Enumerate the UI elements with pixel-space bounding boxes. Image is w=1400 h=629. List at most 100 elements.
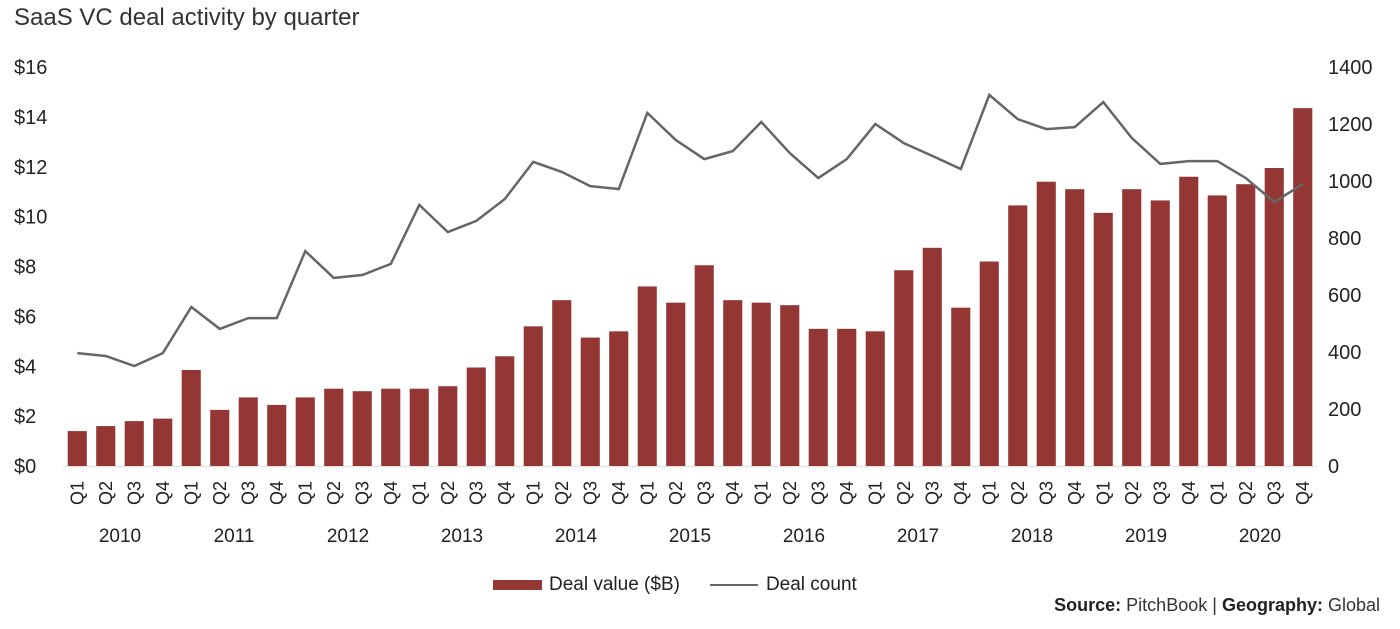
source-footer: Source: PitchBook | Geography: Global [1054,595,1380,616]
bar-deal-value [1236,184,1256,467]
quarter-tick-label: Q4 [381,481,401,505]
source-label: Source: [1054,595,1122,615]
year-tick-label: 2016 [783,526,825,547]
bar-deal-value [666,302,686,466]
bar-deal-value [1093,212,1113,466]
year-tick-label: 2015 [669,526,711,547]
bar-deal-value [1008,205,1028,466]
left-axis-tick-label: $14 [14,107,47,129]
bar-deal-value [951,307,971,466]
bar-deal-value [552,300,572,466]
bar-deal-value [780,305,800,466]
bar-deal-value [324,388,344,466]
left-axis-tick-label: $8 [14,257,36,279]
quarter-tick-label: Q3 [352,481,372,505]
quarter-tick-label: Q3 [1264,481,1284,505]
geography-label: Geography: [1221,595,1323,615]
year-tick-label: 2010 [99,526,141,547]
quarter-tick-label: Q2 [1008,481,1028,505]
bar-deal-value [295,397,315,466]
bar-deal-value [381,388,401,466]
bar-deal-value [1264,167,1284,466]
right-y-axis: 0 200 400 600 800 1000 1200 1400 [1328,57,1373,478]
bar-deal-value [1207,195,1227,466]
quarter-tick-label: Q1 [523,481,543,505]
right-axis-tick-label: 600 [1328,285,1361,307]
right-axis-tick-label: 1200 [1328,114,1373,136]
bar-deal-value [922,247,942,466]
bar-deal-value [1150,200,1170,466]
quarter-tick-label: Q4 [723,481,743,505]
quarter-tick-label: Q1 [979,481,999,505]
bar-deal-value [1293,108,1313,466]
bar-deal-value [210,409,230,466]
year-tick-label: 2019 [1125,526,1167,547]
legend: Deal value ($B) Deal count [493,574,857,596]
bar-deal-value [438,386,458,466]
bar-deal-value [580,337,600,466]
year-tick-label: 2013 [441,526,483,547]
bar-deal-value [723,300,743,466]
x-axis-year-labels: 2010 2011 2012 2013 2014 2015 2016 2017 2018 2019… [99,526,1281,547]
bar-deal-value [637,286,657,466]
legend-bar-label: Deal value ($B) [549,574,680,595]
bar-deal-value [751,302,771,466]
bar-deal-value [1122,189,1142,466]
bar-deal-value [694,265,714,466]
quarter-tick-label: Q4 [837,481,857,505]
quarter-tick-label: Q2 [1122,481,1142,505]
bar-deal-value [124,421,144,466]
quarter-tick-label: Q3 [466,481,486,505]
quarter-tick-label: Q4 [495,481,515,505]
left-axis-tick-label: $10 [14,207,47,229]
left-axis-tick-label: $12 [14,157,47,179]
quarter-tick-label: Q1 [1207,481,1227,505]
bar-deal-value [409,388,429,466]
bar-deal-value [1036,181,1056,466]
quarter-tick-label: Q1 [865,481,885,505]
quarter-tick-label: Q3 [580,481,600,505]
quarter-tick-label: Q4 [1179,481,1199,505]
quarter-tick-label: Q1 [295,481,315,505]
year-tick-label: 2014 [555,526,598,547]
quarter-tick-label: Q2 [324,481,344,505]
legend-bar-swatch [493,580,542,590]
deal-count-line [77,92,1304,368]
bar-deal-value [466,367,486,466]
deal-value-bars [67,108,1313,467]
quarter-tick-label: Q2 [666,481,686,505]
bar-deal-value [67,431,87,466]
left-axis-tick-label: $4 [14,356,36,378]
bar-deal-value [1065,189,1085,466]
bar-deal-value [181,369,201,466]
x-axis-quarter-labels: Q1 Q2 Q3 Q4 Q1 Q2 Q3 Q4 Q1 Q2 Q3 Q4 Q1 Q2 Q3 Q4 Q1 Q2 Q3 Q4… [67,481,1313,505]
legend-line-label: Deal count [765,574,857,595]
quarter-tick-label: Q3 [808,481,828,505]
left-y-axis: $0 $2 $4 $6 $8 $10 $12 $14 $16 [14,57,47,478]
quarter-tick-label: Q3 [238,481,258,505]
chart-title: SaaS VC deal activity by quarter [14,4,360,31]
quarter-tick-label: Q4 [1065,481,1085,505]
quarter-tick-label: Q4 [1293,481,1313,505]
quarter-tick-label: Q1 [1093,481,1113,505]
left-axis-tick-label: $0 [14,456,36,478]
right-axis-tick-label: 400 [1328,342,1361,364]
quarter-tick-label: Q2 [1236,481,1256,505]
bar-deal-value [894,270,914,466]
quarter-tick-label: Q1 [67,481,87,505]
geography-value: Global [1327,595,1380,615]
bar-deal-value [609,331,629,466]
bar-deal-value [96,426,116,466]
quarter-tick-label: Q4 [609,481,629,505]
bar-deal-value [352,391,372,466]
quarter-tick-label: Q2 [96,481,116,505]
quarter-tick-label: Q2 [780,481,800,505]
bar-deal-value [267,404,287,466]
quarter-tick-label: Q2 [894,481,914,505]
year-tick-label: 2017 [897,526,939,547]
left-axis-tick-label: $2 [14,406,36,428]
quarter-tick-label: Q2 [210,481,230,505]
year-tick-label: 2020 [1239,526,1281,547]
left-axis-tick-label: $16 [14,57,47,79]
quarter-tick-label: Q2 [552,481,572,505]
